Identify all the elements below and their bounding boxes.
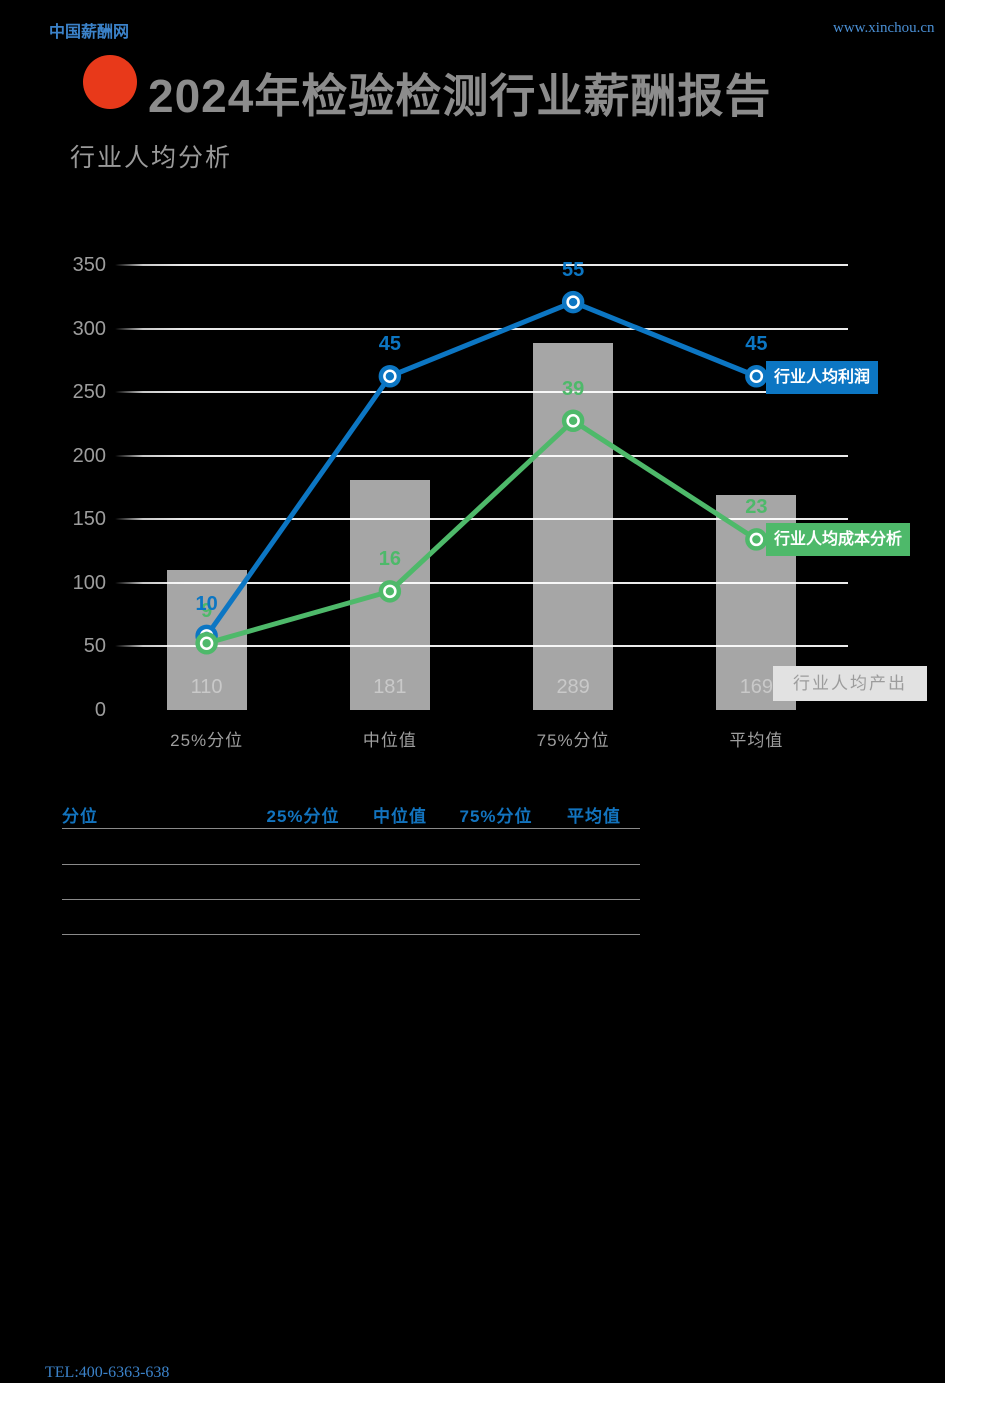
table-rule-3 [62, 934, 640, 935]
footer-telephone: TEL:400-6363-638 [45, 1364, 170, 1381]
combo-chart: 110 181 289 169 9 16 39 23 10 45 55 45 0 50 100 150 20… [72, 254, 848, 750]
point-label-行业人均成本分析: 9 [201, 600, 213, 623]
section-title: 行业人均分析 [70, 144, 233, 172]
marker-行业人均成本分析 [561, 409, 585, 432]
site-url[interactable]: www.xinchou.cn [833, 20, 935, 36]
x-axis-label: 中位值 [362, 731, 417, 750]
bar-value-label: 289 [556, 676, 590, 698]
line-行业人均利润 [204, 299, 758, 638]
gridline-250 [115, 391, 848, 394]
gridline-150 [115, 518, 848, 521]
percentile-table: 分位 25%分位 中位值 75%分位 平均值 [0, 790, 945, 950]
y-axis-label-250: 250 [72, 381, 106, 404]
y-axis-label-100: 100 [72, 571, 106, 594]
legend-profit: 行业人均利润 [766, 361, 879, 394]
site-name: 中国薪酬网 [49, 24, 130, 41]
point-label-行业人均成本分析: 16 [378, 548, 401, 571]
gridline-300 [115, 327, 848, 330]
point-label-行业人均利润: 10 [195, 592, 218, 615]
point-label-行业人均利润: 45 [378, 333, 401, 356]
point-label-行业人均成本分析: 39 [562, 377, 585, 400]
x-axis-label: 75%分位 [536, 731, 610, 750]
gridline-50 [115, 645, 848, 648]
report-title: 2024年检验检测行业薪酬报告 [148, 70, 772, 122]
line-行业人均成本分析 [205, 417, 758, 646]
marker-行业人均利润 [561, 290, 585, 314]
table-rule-0 [62, 828, 640, 829]
table-header-2: 中位值 [373, 807, 427, 826]
red-dot-logo-icon [83, 55, 137, 109]
table-header-0: 分位 [62, 807, 98, 826]
y-axis-label-50: 50 [83, 635, 106, 658]
point-label-行业人均利润: 55 [562, 259, 585, 282]
bar-value-label: 181 [373, 676, 407, 698]
marker-行业人均成本分析 [378, 580, 402, 603]
bar-75%分位 [533, 342, 614, 710]
y-axis-label-300: 300 [72, 317, 106, 340]
marker-行业人均利润 [745, 365, 768, 388]
legend-cost: 行业人均成本分析 [766, 523, 911, 556]
gridline-200 [115, 454, 848, 457]
table-header-1: 25%分位 [266, 807, 340, 826]
y-axis-label-0: 0 [94, 699, 106, 721]
table-rule-2 [62, 899, 640, 900]
marker-行业人均成本分析 [195, 632, 218, 655]
legend-output: 行业人均产出 [773, 666, 927, 701]
point-label-行业人均利润: 45 [745, 333, 768, 356]
y-axis-label-350: 350 [72, 254, 106, 276]
gridline-350 [115, 264, 848, 266]
table-header-4: 平均值 [567, 807, 621, 826]
table-rule-1 [62, 863, 640, 865]
y-axis-label-200: 200 [72, 444, 106, 467]
gridline-100 [115, 581, 848, 584]
bar-value-label: 110 [190, 676, 223, 698]
table-header-3: 75%分位 [459, 807, 533, 826]
bar-value-label: 169 [739, 676, 774, 698]
marker-行业人均利润 [378, 365, 402, 388]
marker-行业人均成本分析 [745, 528, 768, 551]
y-axis-label-150: 150 [72, 508, 106, 531]
x-axis-label: 25%分位 [170, 731, 244, 750]
point-label-行业人均成本分析: 23 [745, 496, 768, 519]
x-axis-label: 平均值 [729, 731, 784, 750]
